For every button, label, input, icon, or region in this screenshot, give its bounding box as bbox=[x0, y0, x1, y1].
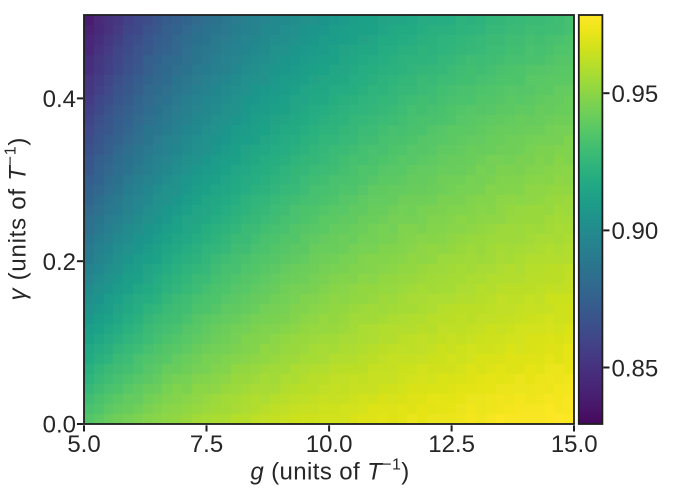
svg-text:7.5: 7.5 bbox=[190, 431, 223, 458]
svg-text:12.5: 12.5 bbox=[428, 431, 475, 458]
svg-text:0.85: 0.85 bbox=[612, 355, 659, 382]
svg-text:0.95: 0.95 bbox=[612, 81, 659, 108]
svg-text:10.0: 10.0 bbox=[306, 431, 353, 458]
svg-text:0.90: 0.90 bbox=[612, 218, 659, 245]
svg-text:5.0: 5.0 bbox=[67, 431, 100, 458]
svg-text:0.0: 0.0 bbox=[43, 412, 76, 439]
svg-text:0.4: 0.4 bbox=[43, 86, 76, 113]
svg-text:15.0: 15.0 bbox=[551, 431, 598, 458]
svg-text:0.2: 0.2 bbox=[43, 249, 76, 276]
